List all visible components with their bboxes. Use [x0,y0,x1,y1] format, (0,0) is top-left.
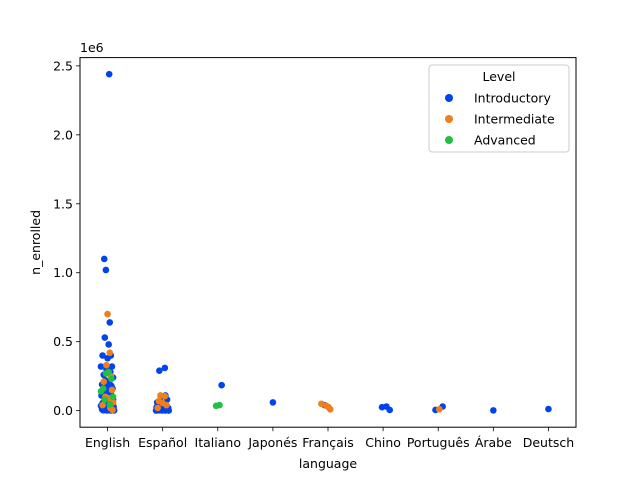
data-point-advanced-9 [216,401,223,409]
legend-label-introductory: Introductory [474,91,551,106]
data-point-advanced-6 [101,396,109,403]
data-point-advanced-2 [108,375,115,383]
y-tick-label: 0.0 [53,403,73,418]
legend: Level Introductory Intermediate Advanced [428,64,570,153]
data-point-introductory-2 [102,266,110,274]
data-point-advanced-7 [106,401,114,408]
x-tick-label: Italiano [195,435,241,450]
y-offset-text: 1e6 [80,40,104,55]
data-point-introductory-6 [99,352,106,359]
data-point-intermediate-2 [103,361,110,369]
x-tick-label: Español [138,435,187,450]
data-point-introductory-50 [156,367,163,374]
data-point-intermediate-5 [108,386,116,394]
data-point-advanced-1 [102,370,110,377]
data-point-intermediate-1 [106,349,114,357]
data-point-intermediate-9 [99,401,106,409]
legend-title: Level [483,69,516,84]
data-point-intermediate-0 [104,310,111,318]
x-axis-label: language [299,456,358,471]
x-tick-label: Deutsch [523,435,574,450]
x-tick-label: Português [407,435,470,450]
data-point-intermediate-16 [163,401,170,409]
data-point-intermediate-13 [161,392,169,400]
data-point-introductory-0 [105,70,113,78]
x-tick-label: Français [302,435,354,450]
y-tick-label: 1.0 [53,265,73,280]
y-axis: 0.0 0.5 1.0 1.5 2.0 2.5 [53,58,80,418]
y-tick-label: 1.5 [53,196,73,211]
data-point-introductory-8 [104,354,111,362]
legend-label-advanced: Advanced [474,133,536,148]
data-point-introductory-3 [106,319,114,326]
data-point-introductory-9 [97,363,105,370]
x-tick-label: English [85,435,130,450]
data-point-introductory-89 [545,405,552,413]
data-point-intermediate-4 [100,378,107,385]
y-tick-label: 2.0 [53,127,73,142]
data-point-introductory-51 [161,364,169,372]
data-point-introductory-1 [100,255,108,263]
data-point-intermediate-22 [436,405,443,413]
legend-box [428,64,570,153]
x-axis: English Español Italiano Japonés Français Chi… [85,427,574,450]
x-tick-label: Chino [365,435,401,450]
legend-marker-advanced [445,136,453,144]
data-point-intermediate-21 [325,403,332,411]
data-point-introductory-10 [108,363,116,370]
data-point-intermediate-17 [154,404,162,412]
data-point-intermediate-11 [109,406,116,414]
data-point-introductory-80 [218,381,225,389]
y-tick-label: 0.5 [53,334,73,349]
data-point-introductory-4 [101,334,109,341]
data-point-introductory-85 [386,406,394,414]
data-point-advanced-5 [109,393,117,401]
y-tick-label: 2.5 [53,58,73,73]
data-point-advanced-4 [97,388,105,395]
data-point-introductory-5 [105,341,112,348]
legend-marker-intermediate [445,115,453,123]
x-tick-label: Japonés [247,435,297,450]
data-point-introductory-81 [269,399,277,406]
y-axis-label: n_enrolled [28,210,43,275]
x-tick-label: Árabe [475,435,512,450]
data-point-introductory-88 [490,407,497,414]
data-point-intermediate-18 [318,400,325,408]
legend-marker-introductory [445,94,453,102]
legend-label-intermediate: Intermediate [474,112,555,127]
points-layer [97,70,552,414]
